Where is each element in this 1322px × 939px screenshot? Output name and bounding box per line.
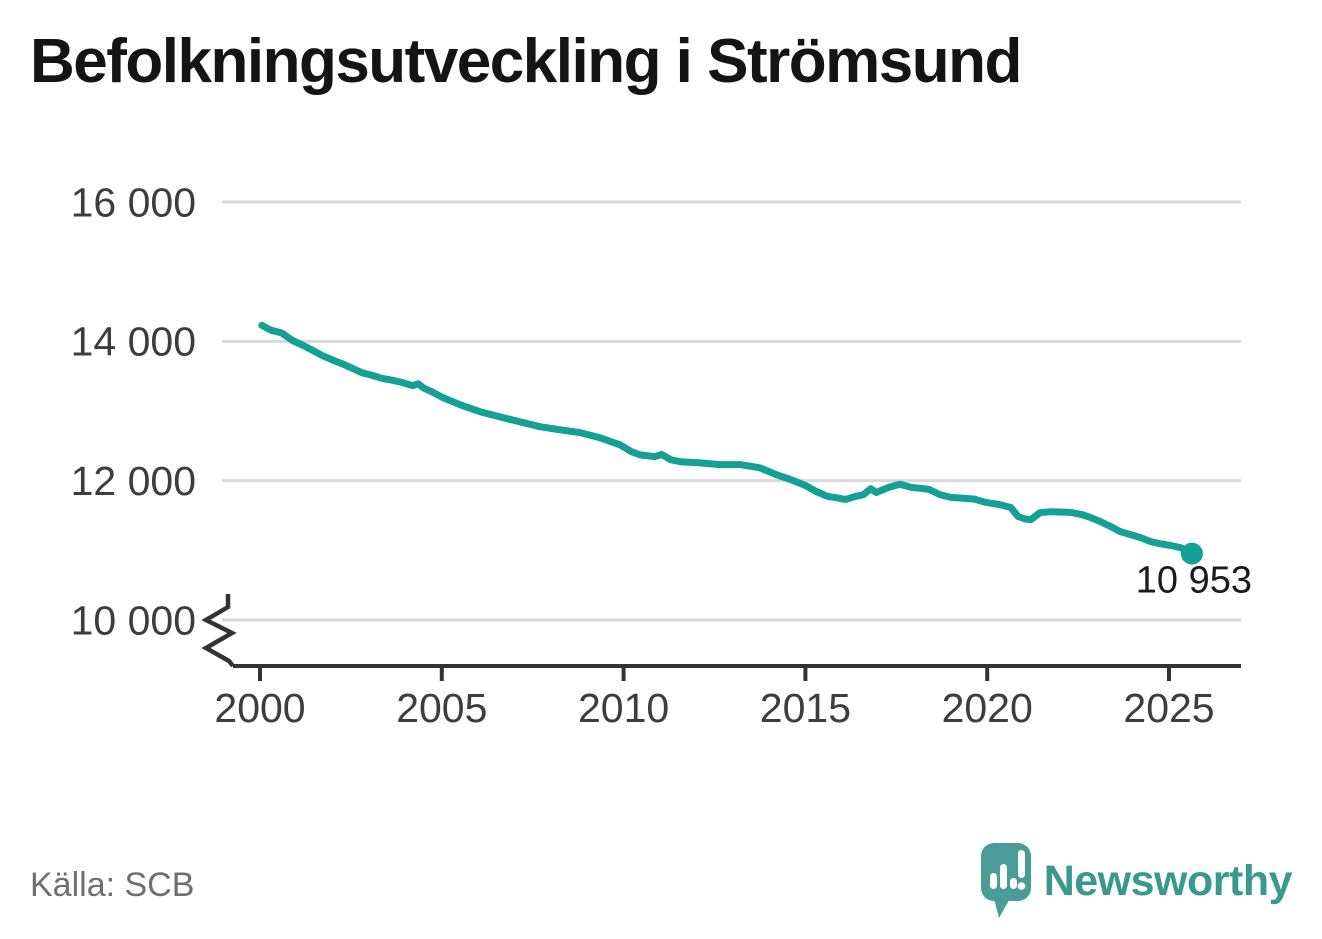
population-line — [258, 321, 1196, 558]
latest-value-label: 10 953 — [1136, 560, 1252, 602]
logo-bar-1 — [989, 873, 997, 889]
x-axis-tick-label: 2020 — [942, 685, 1033, 731]
logo-exclamation-dot — [1017, 882, 1026, 890]
logo-bar-3 — [1009, 878, 1017, 889]
newsworthy-logo: Newsworthy — [980, 843, 1293, 919]
x-axis-tick-label: 2025 — [1123, 685, 1214, 731]
y-axis-tick-label: 10 000 — [71, 597, 196, 643]
latest-point-marker — [1180, 542, 1203, 565]
newsworthy-bubble-chart-icon — [980, 843, 1031, 918]
y-axis-tick-label: 16 000 — [71, 179, 196, 225]
x-axis-tick-label: 2000 — [214, 685, 305, 731]
logo-bubble-tail — [992, 895, 1012, 918]
axis-break-icon — [201, 594, 237, 668]
logo-exclamation-bar — [1017, 850, 1025, 878]
y-axis-tick-label: 14 000 — [71, 319, 196, 365]
x-axis-tick-label: 2015 — [760, 685, 851, 731]
x-axis-tick-label: 2010 — [578, 685, 669, 731]
y-axis-tick-label: 12 000 — [71, 458, 196, 504]
source-note: Källa: SCB — [30, 866, 195, 904]
logo-bar-2 — [999, 864, 1007, 889]
x-axis-tick-label: 2005 — [396, 685, 487, 731]
page-title: Befolkningsutveckling i Strömsund — [30, 27, 1022, 96]
brand-name: Newsworthy — [1043, 856, 1293, 905]
